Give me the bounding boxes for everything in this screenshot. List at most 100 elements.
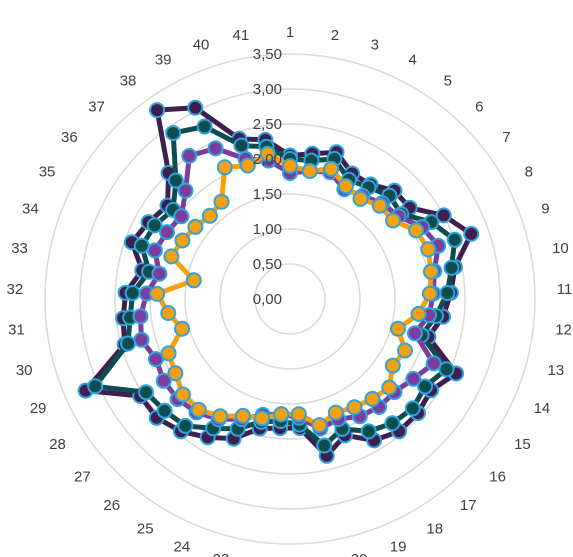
data-point: [207, 140, 224, 157]
category-label: 39: [155, 52, 172, 69]
data-point: [160, 345, 177, 362]
data-point: [417, 378, 434, 395]
grid-ring: [44, 53, 536, 545]
data-point: [146, 242, 163, 259]
data-point: [346, 399, 363, 416]
data-point: [337, 178, 354, 195]
data-point: [187, 218, 204, 235]
data-point: [384, 415, 401, 432]
category-label: 9: [541, 201, 549, 218]
data-point: [405, 370, 422, 387]
category-label: 24: [174, 539, 191, 556]
data-point: [385, 212, 401, 229]
data-point: [201, 207, 218, 224]
category-label: 40: [193, 36, 210, 53]
category-label: 13: [548, 362, 565, 379]
data-point: [404, 400, 421, 417]
data-point: [138, 384, 154, 401]
data-point: [174, 386, 191, 403]
data-point: [190, 401, 207, 418]
radial-tick-label: 1,00: [253, 221, 282, 238]
series-layer: [77, 99, 480, 464]
category-label: 26: [103, 497, 120, 514]
data-point: [421, 285, 438, 302]
data-point: [316, 437, 333, 454]
radial-tick-label: 2,00: [253, 151, 282, 168]
data-point: [282, 158, 298, 174]
data-point: [463, 225, 480, 242]
data-point: [397, 342, 413, 359]
data-point: [352, 190, 369, 207]
series-4: [149, 145, 439, 434]
data-point: [290, 406, 307, 423]
category-label: 14: [534, 400, 551, 417]
category-label: 30: [16, 362, 33, 379]
data-point: [167, 172, 184, 189]
data-point: [216, 159, 233, 176]
category-label: 19: [390, 539, 407, 556]
data-point: [384, 357, 401, 374]
data-point: [438, 361, 455, 378]
category-label: 17: [460, 497, 477, 514]
data-point: [254, 410, 271, 427]
category-label: 36: [61, 129, 78, 146]
data-point: [147, 351, 164, 368]
data-point: [156, 402, 173, 419]
radial-tick-label: 3,50: [253, 46, 282, 63]
data-point: [146, 217, 163, 234]
radial-tick-label: 3,00: [253, 81, 282, 98]
data-point: [406, 325, 423, 342]
data-point: [177, 182, 194, 199]
grid-ring: [79, 88, 501, 510]
data-point: [233, 137, 250, 154]
data-point: [174, 232, 191, 249]
data-point: [439, 285, 456, 301]
data-point: [446, 231, 463, 248]
data-point: [239, 157, 256, 174]
category-label: 41: [233, 27, 250, 44]
category-labels: 1234567891011121314151617181920212223242…: [7, 24, 573, 557]
grid-ring: [254, 263, 326, 335]
data-point: [364, 390, 381, 407]
data-point: [155, 372, 172, 389]
category-label: 27: [74, 469, 91, 486]
data-point: [185, 272, 202, 289]
category-label: 25: [137, 521, 154, 538]
category-label: 20: [351, 551, 368, 557]
category-label: 29: [30, 400, 47, 417]
category-label: 23: [213, 551, 230, 557]
data-point: [371, 197, 388, 214]
data-point: [159, 224, 175, 241]
data-point: [163, 248, 180, 265]
data-point: [181, 147, 198, 164]
category-label: 33: [11, 240, 28, 257]
data-point: [360, 423, 377, 440]
radial-grid: [44, 53, 536, 545]
category-label: 3: [371, 36, 379, 53]
category-label: 28: [49, 436, 66, 453]
data-point: [174, 320, 190, 337]
data-point: [410, 305, 427, 322]
data-point: [120, 335, 136, 352]
data-point: [259, 145, 276, 162]
data-point: [149, 285, 166, 302]
data-point: [323, 160, 340, 177]
radial-tick-label: 0,50: [253, 256, 282, 273]
category-label: 32: [7, 281, 24, 298]
data-point: [273, 406, 290, 423]
category-label: 16: [489, 469, 506, 486]
radial-tick-label: 0,00: [253, 291, 282, 308]
data-point: [212, 408, 229, 425]
data-point: [167, 365, 184, 382]
data-point: [187, 99, 204, 116]
category-label: 7: [502, 129, 510, 146]
category-label: 11: [557, 281, 573, 298]
radial-tick-label: 1,50: [253, 186, 282, 203]
category-label: 37: [88, 99, 105, 116]
data-point: [420, 241, 437, 258]
category-label: 6: [475, 99, 483, 116]
data-point: [173, 208, 190, 225]
category-label: 38: [120, 73, 137, 90]
data-point: [408, 222, 425, 239]
grid-ring: [114, 123, 466, 475]
